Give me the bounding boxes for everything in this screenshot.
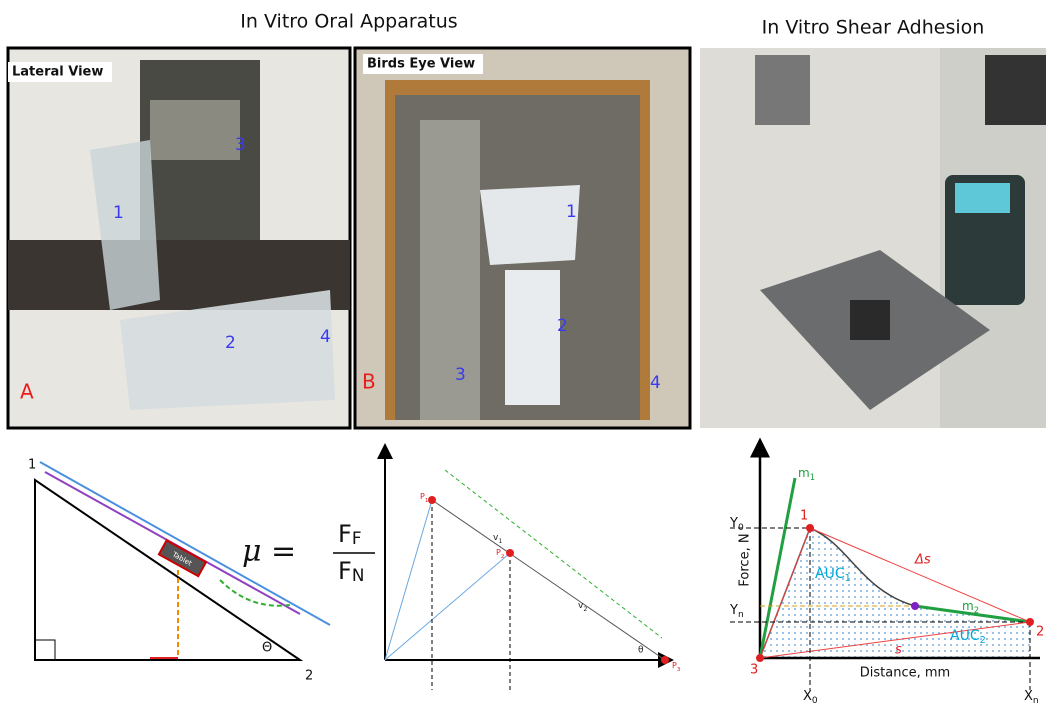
angle-label: Θ: [262, 641, 272, 656]
point-label-sub: 3: [677, 667, 681, 673]
area-label-sub: 2: [980, 635, 986, 646]
photo-marker: 3: [235, 135, 246, 155]
force-graph: [730, 437, 1040, 690]
photo-caption: Lateral View: [12, 65, 103, 80]
labels: In Vitro Oral Apparatus In Vitro Shear Ad…: [8, 11, 1044, 704]
y-tick-label-base: Y: [729, 603, 738, 618]
angle-label: θ: [638, 646, 644, 656]
x-axis-label: Distance, mm: [860, 666, 950, 681]
x-tick-label-base: X: [803, 689, 812, 704]
area-label: AUC2: [950, 628, 986, 646]
chord-label: s: [895, 643, 902, 658]
velocity-label-base: v: [493, 533, 499, 543]
photo-lateral: [6, 46, 352, 430]
photo-birds-eye: [353, 46, 692, 430]
point-label: P2: [496, 548, 504, 560]
x-tick-label-base: X: [1024, 689, 1033, 704]
point-label: P1: [420, 492, 429, 504]
y-axis-label: Force, N: [738, 533, 753, 586]
point-label-sub: 1: [425, 498, 429, 504]
slope-label-base: m: [962, 599, 974, 613]
formula-numerator-sub: F: [352, 528, 362, 548]
photo-marker: 4: [650, 373, 661, 393]
point-label-base: P: [420, 492, 425, 501]
photo-marker: 1: [113, 203, 124, 223]
point-label-base: P: [496, 548, 501, 557]
y-tick-label-sub: 0: [738, 523, 744, 533]
slope-label-sub: 2: [974, 605, 979, 615]
incline-diagram: [34, 461, 331, 661]
heading: In Vitro Oral Apparatus: [240, 11, 457, 33]
x-tick-label: X0: [803, 689, 818, 704]
panel-label: A: [20, 380, 34, 404]
x-tick-label: Xn: [1024, 689, 1039, 704]
y-tick-label-base: Y: [729, 516, 738, 531]
velocity-label-sub: 2: [583, 606, 587, 613]
photo-marker: 2: [557, 316, 568, 336]
area-label-base: AUC: [950, 628, 980, 644]
point-label: 2: [1036, 625, 1044, 640]
slope-label: m1: [798, 466, 815, 482]
velocity-label: v1: [493, 533, 502, 546]
velocity-label-sub: 1: [498, 538, 502, 545]
slope-label-base: m: [798, 466, 810, 480]
panel-label: B: [362, 370, 376, 394]
formula-denominator: FN: [338, 557, 364, 585]
area-label-sub: 1: [845, 573, 851, 584]
velocity-label: v2: [578, 601, 587, 614]
x-tick-label-sub: 0: [812, 696, 818, 704]
photo-shear: [700, 48, 1046, 428]
y-tick-label: Yn: [729, 603, 744, 620]
point-label: P3: [672, 661, 681, 673]
point-label: 3: [750, 663, 758, 678]
formula-denominator-base: F: [338, 557, 352, 585]
photo-marker: 4: [320, 327, 331, 347]
photo-marker: 2: [225, 333, 236, 353]
photo-caption: Birds Eye View: [367, 57, 475, 72]
point-label: 1: [800, 509, 808, 524]
area-label-base: AUC: [815, 566, 845, 582]
slope-label: m2: [962, 599, 979, 615]
delta-label: Δs: [914, 553, 931, 568]
y-tick-label-sub: n: [738, 610, 744, 620]
point-label-base: P: [672, 661, 677, 670]
formula-denominator-sub: N: [352, 565, 365, 585]
formula-numerator: FF: [338, 520, 361, 548]
caption-bg: [363, 54, 483, 74]
point-label-sub: 2: [501, 554, 505, 560]
velocity-label-base: v: [578, 601, 584, 611]
formula-numerator-base: F: [338, 520, 352, 548]
photo-marker: 3: [455, 365, 466, 385]
vector-diagram: [377, 443, 674, 690]
caption-bg: [8, 62, 112, 82]
y-tick-label: Y0: [729, 516, 744, 533]
heading: In Vitro Shear Adhesion: [762, 17, 985, 39]
formula: μ =: [242, 534, 296, 569]
vertex-label: 2: [305, 669, 313, 684]
slope-label-sub: 1: [810, 472, 815, 482]
area-label: AUC1: [815, 566, 851, 584]
x-tick-label-sub: n: [1033, 696, 1039, 704]
photo-marker: 1: [566, 202, 577, 222]
vertex-label: 1: [28, 458, 36, 473]
